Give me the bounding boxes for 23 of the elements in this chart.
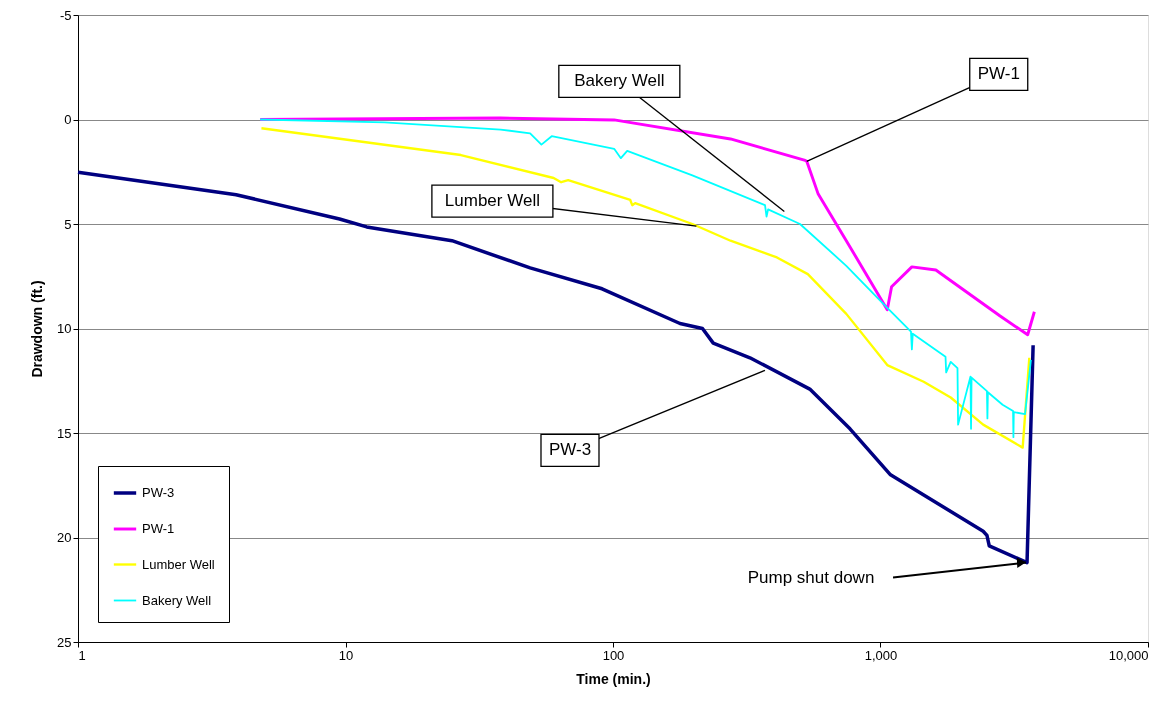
y-tick-label: 20: [57, 530, 72, 545]
y-axis-title: Drawdown (ft.): [29, 280, 46, 378]
legend-label: PW-1: [142, 521, 175, 536]
y-tick-label: 5: [64, 216, 72, 232]
y-tick-label: 25: [57, 634, 72, 650]
annotation: Lumber Well: [444, 191, 540, 211]
annotation: Pump shut down: [747, 567, 875, 587]
legend-label: Bakery Well: [142, 592, 212, 608]
x-tick-label: 1,000: [864, 647, 898, 663]
x-axis-title: Time (min.): [576, 670, 651, 687]
y-tick-label: 15: [57, 425, 72, 441]
annotation: PW-3: [548, 440, 592, 460]
y-tick-label: 10: [57, 321, 72, 336]
x-tick-label: 10,000: [1108, 647, 1149, 663]
annotation: Bakery Well: [574, 71, 665, 91]
x-tick-label: 1: [78, 647, 86, 663]
y-tick-label: -5: [59, 7, 72, 23]
x-tick-label: 100: [602, 647, 625, 663]
legend-label: PW-3: [142, 485, 175, 500]
legend-label: Lumber Well: [142, 556, 215, 572]
x-tick-label: 10: [338, 647, 354, 663]
annotation: PW-1: [977, 64, 1020, 84]
y-tick-label: 0: [64, 112, 72, 127]
